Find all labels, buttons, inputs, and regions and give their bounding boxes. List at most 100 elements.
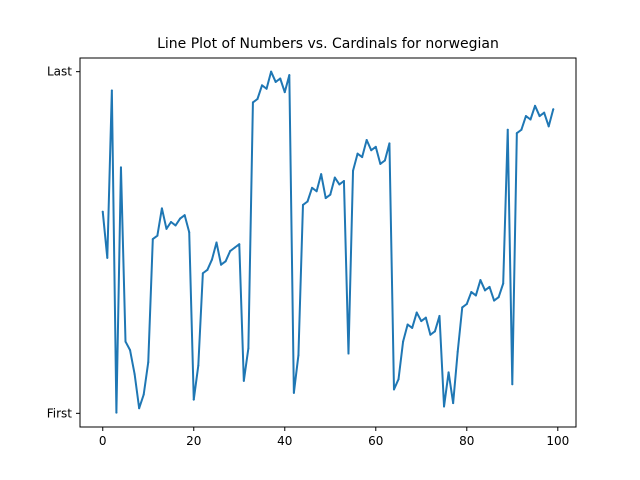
data-point xyxy=(447,371,450,374)
data-point xyxy=(106,256,109,259)
data-point xyxy=(456,350,459,353)
data-point xyxy=(406,323,409,326)
data-point xyxy=(379,162,382,165)
data-point xyxy=(224,260,227,263)
data-point xyxy=(342,180,345,182)
data-point xyxy=(552,108,555,111)
x-tick-label: 100 xyxy=(546,434,569,448)
data-point xyxy=(515,132,518,135)
data-point xyxy=(133,373,136,376)
data-point xyxy=(443,405,446,408)
data-point xyxy=(529,118,532,121)
data-point xyxy=(333,176,336,179)
data-point xyxy=(433,330,436,333)
data-point xyxy=(465,303,468,305)
data-point xyxy=(301,203,304,206)
data-point xyxy=(324,197,327,200)
data-point xyxy=(101,210,104,213)
data-point xyxy=(497,296,500,299)
data-point xyxy=(543,111,546,114)
x-tick-label: 20 xyxy=(186,434,201,448)
data-point xyxy=(206,268,209,271)
data-point xyxy=(124,340,127,343)
data-point xyxy=(474,294,477,297)
data-point xyxy=(119,166,122,169)
data-point xyxy=(174,224,177,227)
data-point xyxy=(197,364,200,367)
data-point xyxy=(361,156,364,159)
data-point xyxy=(265,87,268,90)
data-points xyxy=(101,70,555,414)
data-point xyxy=(547,125,550,128)
x-tick-label: 40 xyxy=(277,434,292,448)
data-point xyxy=(347,352,350,355)
data-point xyxy=(420,320,423,323)
data-point xyxy=(352,169,355,172)
data-point xyxy=(388,142,391,145)
data-point xyxy=(356,152,359,155)
data-point xyxy=(138,407,141,410)
data-point xyxy=(429,333,432,336)
data-point xyxy=(279,77,282,80)
data-point xyxy=(365,139,368,141)
data-point xyxy=(210,258,213,261)
data-point xyxy=(374,145,377,148)
data-point xyxy=(383,159,386,162)
data-point xyxy=(506,128,509,131)
data-point xyxy=(411,326,414,329)
data-point xyxy=(452,402,455,405)
data-point xyxy=(188,231,191,234)
data-point xyxy=(329,193,332,196)
data-point xyxy=(479,279,482,282)
data-point xyxy=(292,391,295,394)
data-point xyxy=(470,291,473,294)
data-point xyxy=(274,80,277,83)
x-tick-label: 80 xyxy=(459,434,474,448)
data-point xyxy=(424,316,427,319)
data-point xyxy=(488,285,491,288)
data-point xyxy=(261,84,264,87)
data-point xyxy=(338,183,341,186)
data-point xyxy=(538,115,541,118)
data-point xyxy=(511,383,514,386)
x-tick-label: 60 xyxy=(368,434,383,448)
data-point xyxy=(160,207,163,210)
data-point xyxy=(215,241,218,244)
data-point xyxy=(370,149,373,152)
data-point xyxy=(397,378,400,381)
data-point xyxy=(283,91,286,94)
data-point xyxy=(220,263,223,266)
x-tick-label: 0 xyxy=(99,434,107,448)
data-point xyxy=(256,98,259,100)
data-point xyxy=(520,128,523,131)
data-point xyxy=(110,89,113,92)
plot-area xyxy=(80,58,576,427)
data-point xyxy=(129,349,132,352)
data-point xyxy=(192,398,195,401)
data-point xyxy=(320,173,323,176)
data-point xyxy=(247,347,250,350)
data-point xyxy=(165,227,168,230)
data-point xyxy=(251,101,254,104)
data-point xyxy=(493,299,496,302)
data-point xyxy=(270,70,273,73)
data-point xyxy=(297,354,300,357)
plot-frame xyxy=(79,57,577,428)
data-point xyxy=(238,243,241,246)
data-point xyxy=(461,306,464,309)
series-line xyxy=(101,70,555,414)
data-point xyxy=(392,388,395,391)
data-point xyxy=(229,250,232,253)
x-axis: 0 20 40 60 80 100 xyxy=(99,427,569,448)
data-point xyxy=(179,217,182,220)
y-tick-label-last: Last xyxy=(47,65,72,79)
data-point xyxy=(142,393,145,396)
data-point xyxy=(315,190,318,193)
data-point xyxy=(438,314,441,317)
data-point xyxy=(233,246,236,249)
data-point xyxy=(502,282,505,285)
data-point xyxy=(156,234,159,237)
data-point xyxy=(483,289,486,292)
y-axis: First Last xyxy=(47,65,80,420)
